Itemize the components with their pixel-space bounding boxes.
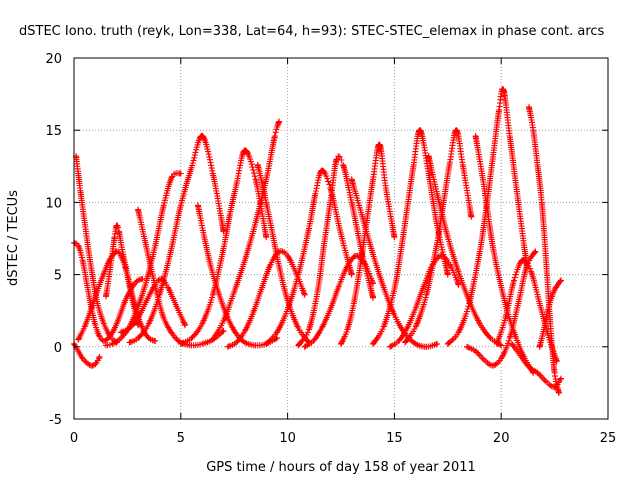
data-points (71, 86, 564, 396)
data-series-arc-11 (194, 202, 280, 349)
series-markers (425, 153, 505, 349)
series-markers (73, 153, 120, 346)
x-tick-label: 0 (70, 431, 78, 446)
data-series-arc-26 (472, 133, 537, 376)
x-axis-label: GPS time / hours of day 158 of year 2011 (206, 460, 476, 475)
data-series-arc-29 (536, 277, 564, 350)
y-tick-label: 10 (45, 196, 62, 211)
x-tick-labels: 0 5 10 15 20 25 (70, 431, 616, 446)
data-series-arc-02 (73, 153, 120, 346)
series-markers (348, 176, 441, 350)
y-tick-label: 20 (45, 52, 62, 67)
plot-frame (73, 57, 609, 420)
data-series-arc-17 (301, 252, 376, 350)
data-series-arc-28 (526, 104, 562, 396)
axis-ticks (73, 57, 609, 420)
y-tick-label: 5 (54, 269, 62, 284)
data-series-arc-08 (103, 170, 184, 349)
series-markers (103, 222, 159, 344)
series-markers (126, 133, 227, 346)
series-markers (263, 167, 355, 347)
x-tick-label: 25 (600, 431, 617, 446)
series-markers (194, 202, 280, 349)
series-markers (526, 104, 562, 396)
y-tick-label: 15 (45, 124, 62, 139)
series-markers (71, 340, 103, 369)
x-tick-label: 10 (279, 431, 296, 446)
y-tick-labels: -5 0 5 10 15 20 (45, 52, 62, 428)
series-markers (508, 340, 564, 391)
data-series-arc-12 (209, 118, 283, 343)
data-series-arc-19 (348, 176, 441, 350)
series-markers (536, 277, 564, 350)
series-markers (209, 118, 283, 343)
chart-title: dSTEC Iono. truth (reyk, Lon=338, Lat=64… (19, 24, 605, 39)
data-series-arc-23 (425, 153, 505, 349)
x-tick-label: 5 (177, 431, 185, 446)
data-series-arc-07 (126, 133, 227, 346)
y-tick-label: -5 (49, 413, 62, 428)
x-tick-label: 20 (493, 431, 510, 446)
series-markers (472, 133, 537, 376)
series-markers (338, 141, 398, 347)
data-series-arc-18 (338, 141, 398, 347)
data-series-arc-09 (135, 206, 227, 349)
x-tick-label: 15 (386, 431, 403, 446)
series-markers (135, 206, 227, 349)
data-series-arc-03 (71, 340, 103, 369)
series-markers (103, 170, 184, 349)
data-series-arc-15 (263, 167, 355, 347)
y-axis-label: dSTEC / TECUs (6, 190, 21, 286)
data-series-arc-05 (103, 222, 159, 344)
series-markers (301, 252, 376, 350)
y-tick-label: 0 (54, 341, 62, 356)
data-series-arc-30 (508, 340, 564, 391)
